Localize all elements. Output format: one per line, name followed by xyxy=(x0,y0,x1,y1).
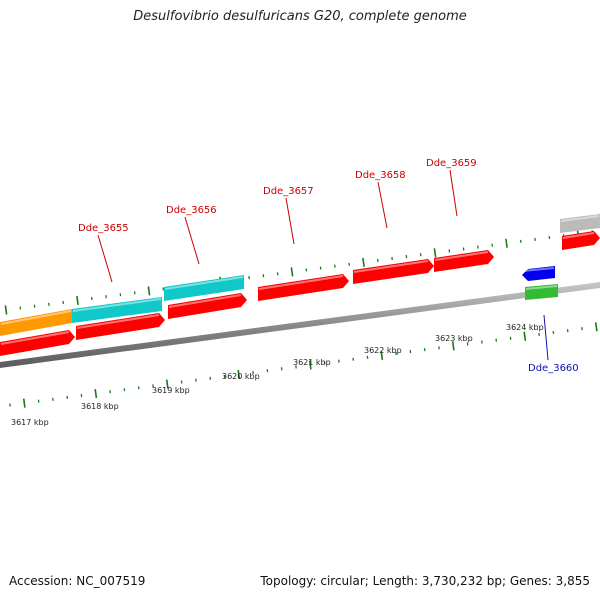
major-tick xyxy=(165,379,169,389)
feature-highlight xyxy=(258,275,344,290)
major-tick xyxy=(523,331,527,341)
feature-highlight xyxy=(562,232,595,239)
inner-tick-track xyxy=(9,322,598,408)
scale-label: 3624 kbp xyxy=(506,323,544,332)
gene-label[interactable]: Dde_3657 xyxy=(263,186,314,197)
scale-label: 3617 kbp xyxy=(11,418,49,427)
gene-labels: Dde_3655 Dde_3656 Dde_3657 Dde_3658 Dde_3659… xyxy=(78,158,579,374)
outer-tick-track xyxy=(4,229,594,315)
major-tick xyxy=(4,305,8,315)
scale-label: 3623 kbp xyxy=(435,334,473,343)
gene-leader-line xyxy=(184,216,200,265)
major-tick xyxy=(290,267,294,277)
forward-gene-arrow xyxy=(168,293,247,319)
feature-highlight xyxy=(522,267,555,272)
scale-label: 3620 kbp xyxy=(222,372,260,381)
feature-highlight xyxy=(76,314,160,329)
feature-highlight xyxy=(434,251,489,261)
gene-label[interactable]: Dde_3660 xyxy=(528,363,579,374)
scale-label: 3618 kbp xyxy=(81,402,119,411)
feature-highlight xyxy=(560,215,600,222)
major-tick xyxy=(237,369,241,380)
feature-highlight xyxy=(525,285,558,290)
forward-gene-arrow xyxy=(0,330,75,356)
scale-label: 3621 kbp xyxy=(293,358,331,367)
gene-label[interactable]: Dde_3656 xyxy=(166,205,217,216)
major-tick xyxy=(76,295,79,306)
gene-label[interactable]: Dde_3658 xyxy=(355,170,406,181)
gene-leader-line xyxy=(285,197,295,245)
gene-label[interactable]: Dde_3659 xyxy=(426,158,477,169)
feature-highlight xyxy=(72,298,162,312)
genome-title: Desulfovibrio desulfuricans G20, complet… xyxy=(133,9,467,24)
accession-label: Accession: NC_007519 xyxy=(9,574,146,588)
forward-gene-arrow xyxy=(562,231,600,250)
major-tick xyxy=(594,322,598,332)
gene-leader-line xyxy=(377,181,388,229)
major-tick xyxy=(22,398,26,408)
cds-cyan-block xyxy=(164,275,244,301)
major-tick xyxy=(451,341,455,351)
feature-highlight xyxy=(0,310,72,325)
major-tick xyxy=(505,238,508,248)
cds-cyan-block xyxy=(72,297,162,323)
forward-gene-arrow xyxy=(258,274,349,301)
gene-leader-line xyxy=(543,314,549,361)
cds-orange-block xyxy=(0,309,72,336)
feature-highlight xyxy=(0,331,70,345)
genome-backbone xyxy=(0,282,600,368)
major-tick xyxy=(433,248,437,258)
gene-leader-line xyxy=(449,169,458,217)
scale-labels: 3617 kbp 3618 kbp 3619 kbp 3620 kbp 3621 kbp… xyxy=(11,323,544,427)
scale-label: 3619 kbp xyxy=(152,386,190,395)
major-tick xyxy=(380,350,384,361)
reverse-gene-arrow xyxy=(522,266,555,281)
green-feature-block xyxy=(525,284,558,300)
gene-label[interactable]: Dde_3655 xyxy=(78,223,129,234)
feature-highlight xyxy=(168,294,242,308)
scale-label: 3622 kbp xyxy=(364,346,402,355)
forward-gene-arrow xyxy=(353,259,434,284)
major-tick xyxy=(362,257,365,267)
feature-track xyxy=(0,214,600,356)
major-tick xyxy=(308,360,312,370)
major-tick xyxy=(94,388,98,399)
forward-gene-arrow xyxy=(76,313,165,340)
topology-label: Topology: circular; Length: 3,730,232 bp… xyxy=(260,574,590,588)
major-tick xyxy=(147,286,151,296)
gray-feature-block xyxy=(560,214,600,233)
gene-leader-line xyxy=(97,234,113,283)
feature-highlight xyxy=(353,260,429,273)
feature-highlight xyxy=(164,276,244,290)
forward-gene-arrow xyxy=(434,250,494,272)
